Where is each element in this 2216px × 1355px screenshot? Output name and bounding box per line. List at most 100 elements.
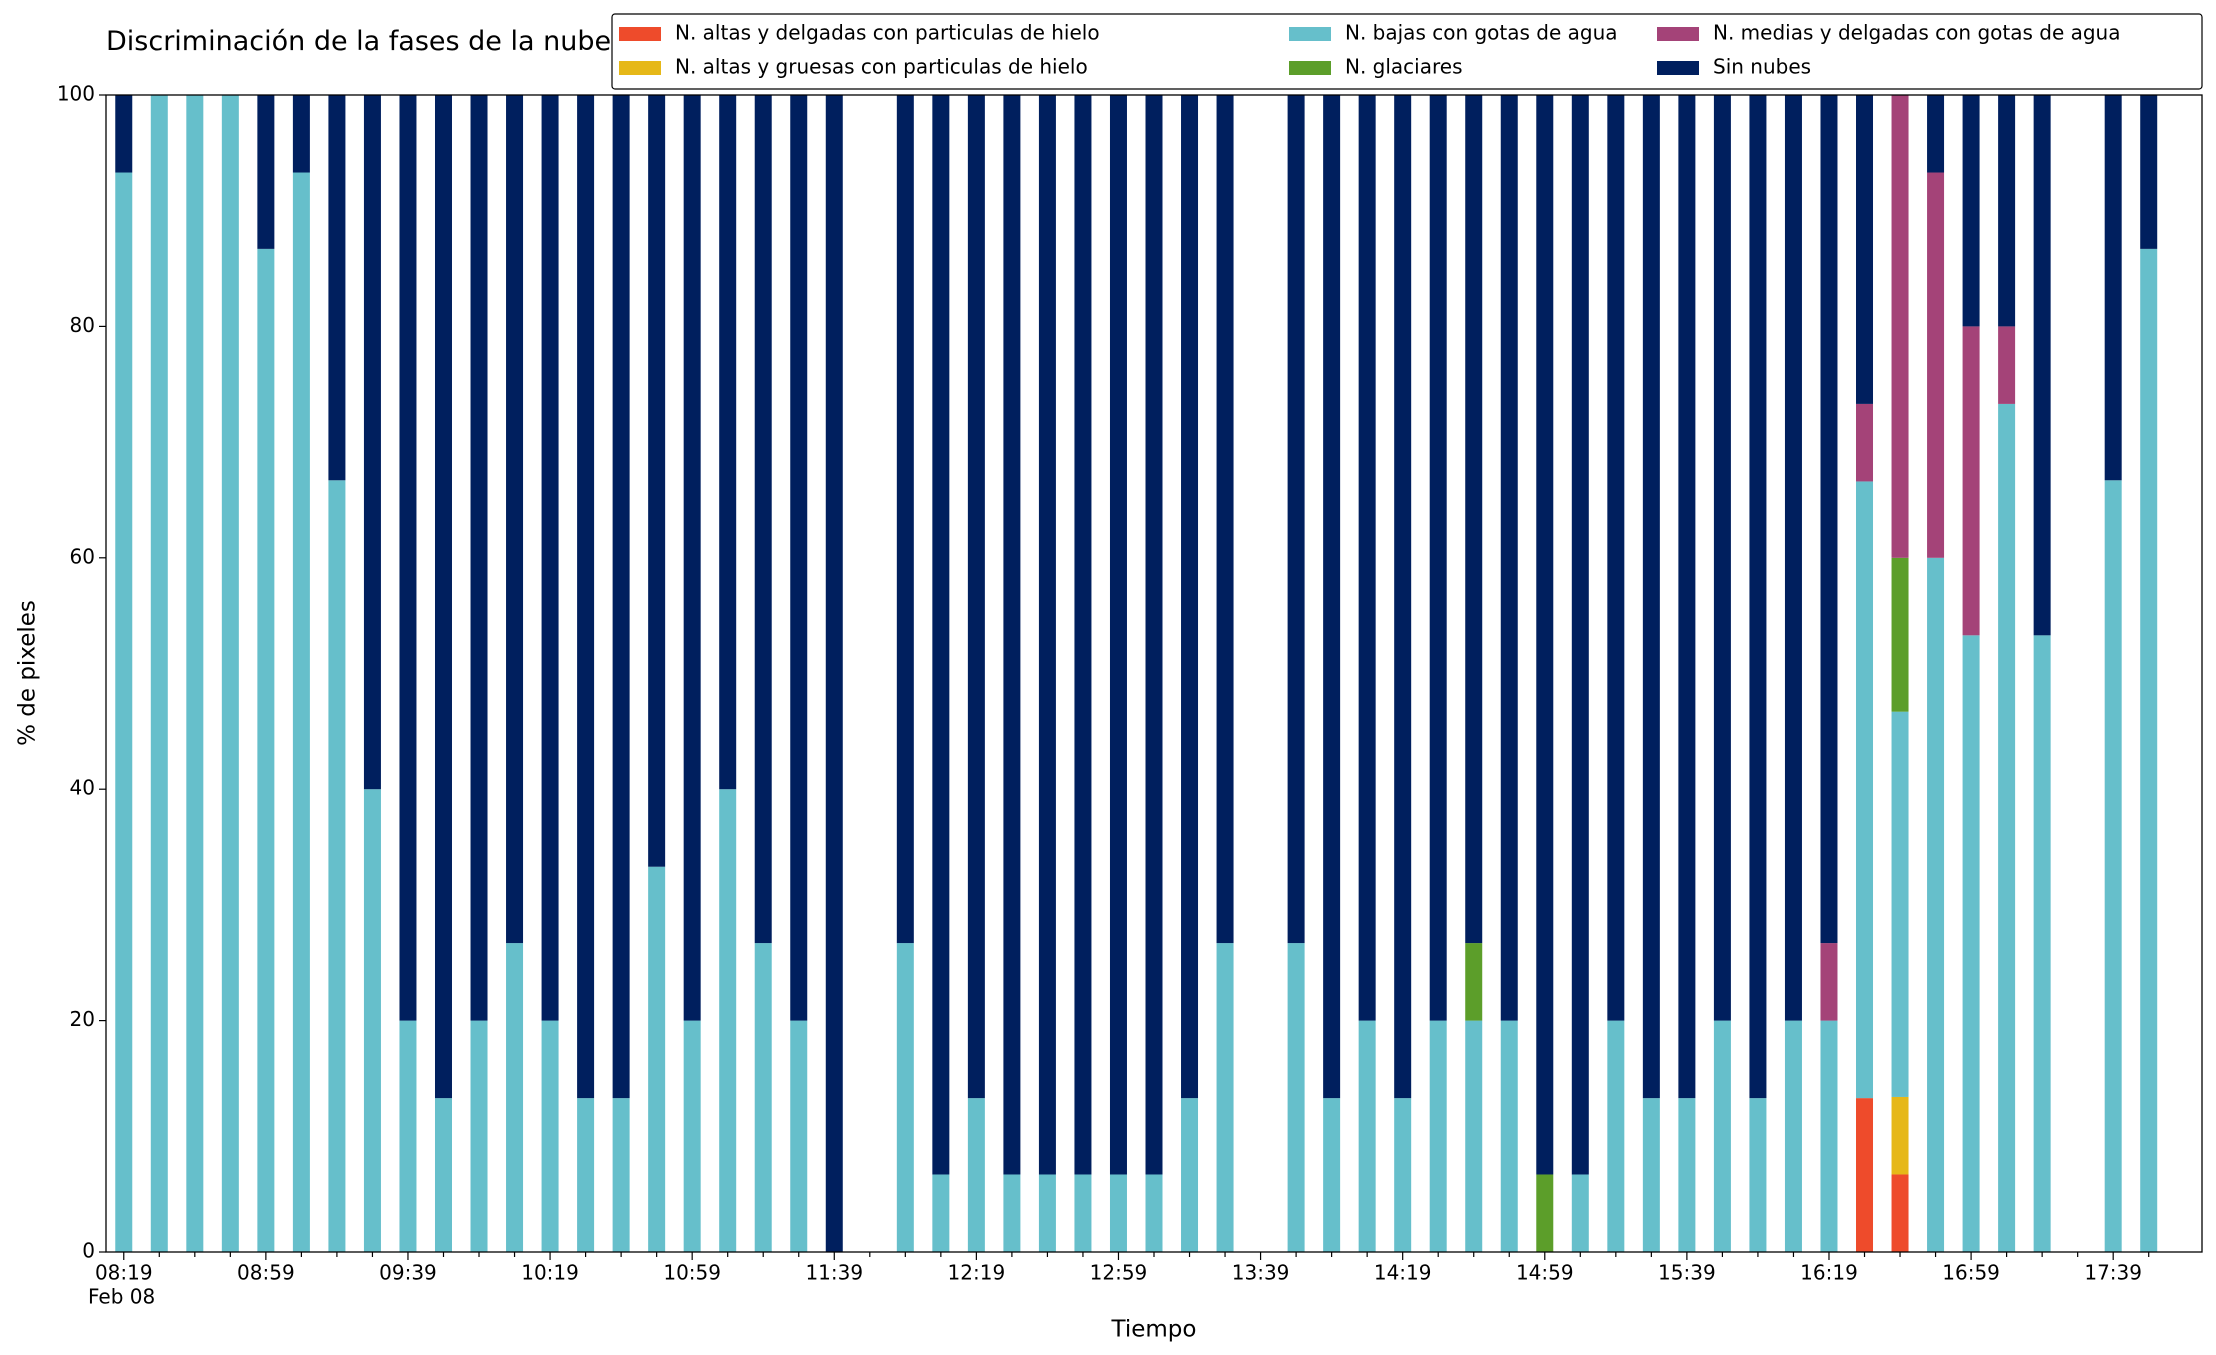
bar-segment xyxy=(1713,1020,1731,1252)
bar-segment xyxy=(1642,95,1660,1099)
bar-segment xyxy=(648,95,666,867)
bar-segment xyxy=(1465,95,1483,944)
bar-segment xyxy=(1074,1174,1092,1252)
y-tick-label: 20 xyxy=(70,1007,95,1031)
bar-segment xyxy=(1749,95,1767,1099)
bar-segment xyxy=(932,95,950,1175)
bar-segment xyxy=(1571,1174,1589,1252)
legend-label: N. altas y delgadas con particulas de hi… xyxy=(675,21,1100,45)
bar-segment xyxy=(612,95,630,1099)
bar-segment xyxy=(470,95,488,1021)
bar-segment xyxy=(1962,95,1980,327)
bar-segment xyxy=(1181,1098,1199,1252)
bar-segment xyxy=(1358,1020,1376,1252)
plot-frame xyxy=(105,94,2203,1253)
x-tick-label: 17:39 xyxy=(2084,1261,2142,1285)
bar-segment xyxy=(1998,326,2016,404)
bar-segment xyxy=(1536,1174,1554,1252)
x-tick-label: 10:59 xyxy=(663,1261,721,1285)
bar-segment xyxy=(2104,480,2122,1252)
bar-segment xyxy=(612,1098,630,1252)
bar-segment xyxy=(150,95,168,1252)
bar-segment xyxy=(577,95,595,1099)
legend-swatch xyxy=(1289,27,1331,41)
bar-segment xyxy=(221,95,239,1252)
bar-segment xyxy=(648,866,666,1252)
legend-swatch xyxy=(619,61,661,75)
bar-segment xyxy=(1678,1098,1696,1252)
bar-segment xyxy=(1927,557,1945,1252)
bar-segment xyxy=(1891,711,1909,1097)
bar-segment xyxy=(1713,95,1731,1021)
bar-segment xyxy=(1394,95,1412,1099)
bar-segment xyxy=(506,943,524,1252)
bar-segment xyxy=(1962,326,1980,636)
bar-segment xyxy=(967,1098,985,1252)
bar-segment xyxy=(186,95,204,1252)
x-tick-label: 12:59 xyxy=(1090,1261,1148,1285)
bar-segment xyxy=(292,172,310,1252)
bar-segment xyxy=(1074,95,1092,1175)
bar-segment xyxy=(328,95,346,481)
bar-segment xyxy=(1465,1020,1483,1252)
bar-segment xyxy=(1962,635,1980,1252)
bar-segment xyxy=(1891,95,1909,558)
bar-segment xyxy=(896,943,914,1252)
bar-segment xyxy=(115,172,133,1252)
bar-segment xyxy=(1109,95,1127,1175)
bar-segment xyxy=(257,95,275,249)
bar-segment xyxy=(1927,172,1945,558)
legend-label: N. glaciares xyxy=(1345,55,1463,79)
bar-segment xyxy=(1358,95,1376,1021)
y-tick-label: 100 xyxy=(57,82,95,106)
bar-segment xyxy=(541,1020,559,1252)
bar-segment xyxy=(1891,1174,1909,1252)
bar-segment xyxy=(1856,481,1874,1099)
legend-label: N. medias y delgadas con gotas de agua xyxy=(1713,21,2121,45)
bar-segment xyxy=(754,95,772,944)
bar-segment xyxy=(967,95,985,1099)
bar-segment xyxy=(328,480,346,1252)
bar-segment xyxy=(399,1020,417,1252)
legend-swatch xyxy=(1657,61,1699,75)
bar-segment xyxy=(363,789,381,1252)
bar-segment xyxy=(825,95,843,1252)
bar-segment xyxy=(2033,95,2051,636)
bar-segment xyxy=(1820,1020,1838,1252)
x-tick-label: 12:19 xyxy=(948,1261,1006,1285)
bar-segment xyxy=(1429,1020,1447,1252)
bar-segment xyxy=(1998,403,2016,1252)
bar-segment xyxy=(1749,1098,1767,1252)
y-tick-label: 0 xyxy=(82,1239,95,1263)
x-tick-label: 16:19 xyxy=(1800,1261,1858,1285)
x-tick-label: 14:59 xyxy=(1516,1261,1574,1285)
bar-segment xyxy=(1678,95,1696,1099)
y-tick-label: 40 xyxy=(70,776,95,800)
x-tick-label: 15:39 xyxy=(1658,1261,1716,1285)
bar-segment xyxy=(1287,95,1305,944)
bar-segment xyxy=(1784,95,1802,1021)
legend-box xyxy=(611,13,2203,90)
bar-segment xyxy=(1500,95,1518,1021)
bar-segment xyxy=(1927,95,1945,173)
bar-segment xyxy=(719,95,737,790)
bar-segment xyxy=(2104,95,2122,481)
bar-segment xyxy=(1287,943,1305,1252)
bar-segment xyxy=(1642,1098,1660,1252)
legend-label: Sin nubes xyxy=(1713,55,1811,79)
x-tick-label: 10:19 xyxy=(521,1261,579,1285)
bar-segment xyxy=(2033,635,2051,1252)
legend-label: N. altas y gruesas con particulas de hie… xyxy=(675,55,1088,79)
bar-segment xyxy=(1216,943,1234,1252)
bar-segment xyxy=(1323,95,1341,1099)
bar-segment xyxy=(1607,95,1625,1021)
x-tick-label: 08:59 xyxy=(237,1261,295,1285)
bar-segment xyxy=(577,1098,595,1252)
bar-segment xyxy=(1216,95,1234,944)
bar-segment xyxy=(683,1020,701,1252)
date-label: Feb 08 xyxy=(88,1285,155,1309)
x-tick-label: 16:59 xyxy=(1942,1261,2000,1285)
bar-segment xyxy=(1323,1098,1341,1252)
bar-segment xyxy=(1856,403,1874,482)
bar-segment xyxy=(1998,95,2016,327)
